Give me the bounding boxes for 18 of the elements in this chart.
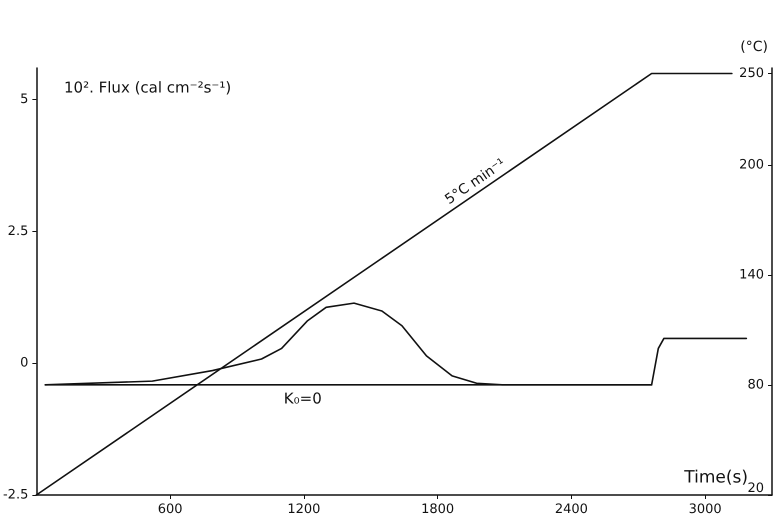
- y-tick-label: 2.5: [8, 224, 28, 239]
- y2-tick-label: 200: [739, 158, 764, 173]
- x-tick-label: 600: [158, 502, 183, 517]
- x-axis-title: Time(s): [683, 468, 748, 488]
- y2-tick-label: 250: [739, 66, 764, 81]
- y2-tick-label: 20: [747, 481, 764, 496]
- x-tick-label: 1200: [287, 502, 320, 517]
- y-axis-title: 10². Flux (cal cm⁻²s⁻¹): [64, 78, 232, 96]
- y-tick-label: -2.5: [2, 488, 28, 502]
- x-tick-label: 1800: [421, 502, 454, 517]
- x-tick-label: 2400: [554, 502, 588, 517]
- y-tick-label: 0: [20, 356, 28, 371]
- y2-axis-title: (°C): [740, 39, 768, 55]
- y2-tick-label: 140: [739, 268, 764, 283]
- annotation: K₀=0: [284, 389, 322, 408]
- y2-tick-label: 80: [747, 378, 764, 393]
- x-tick-label: 3000: [688, 502, 722, 517]
- y-tick-label: 5: [20, 92, 28, 108]
